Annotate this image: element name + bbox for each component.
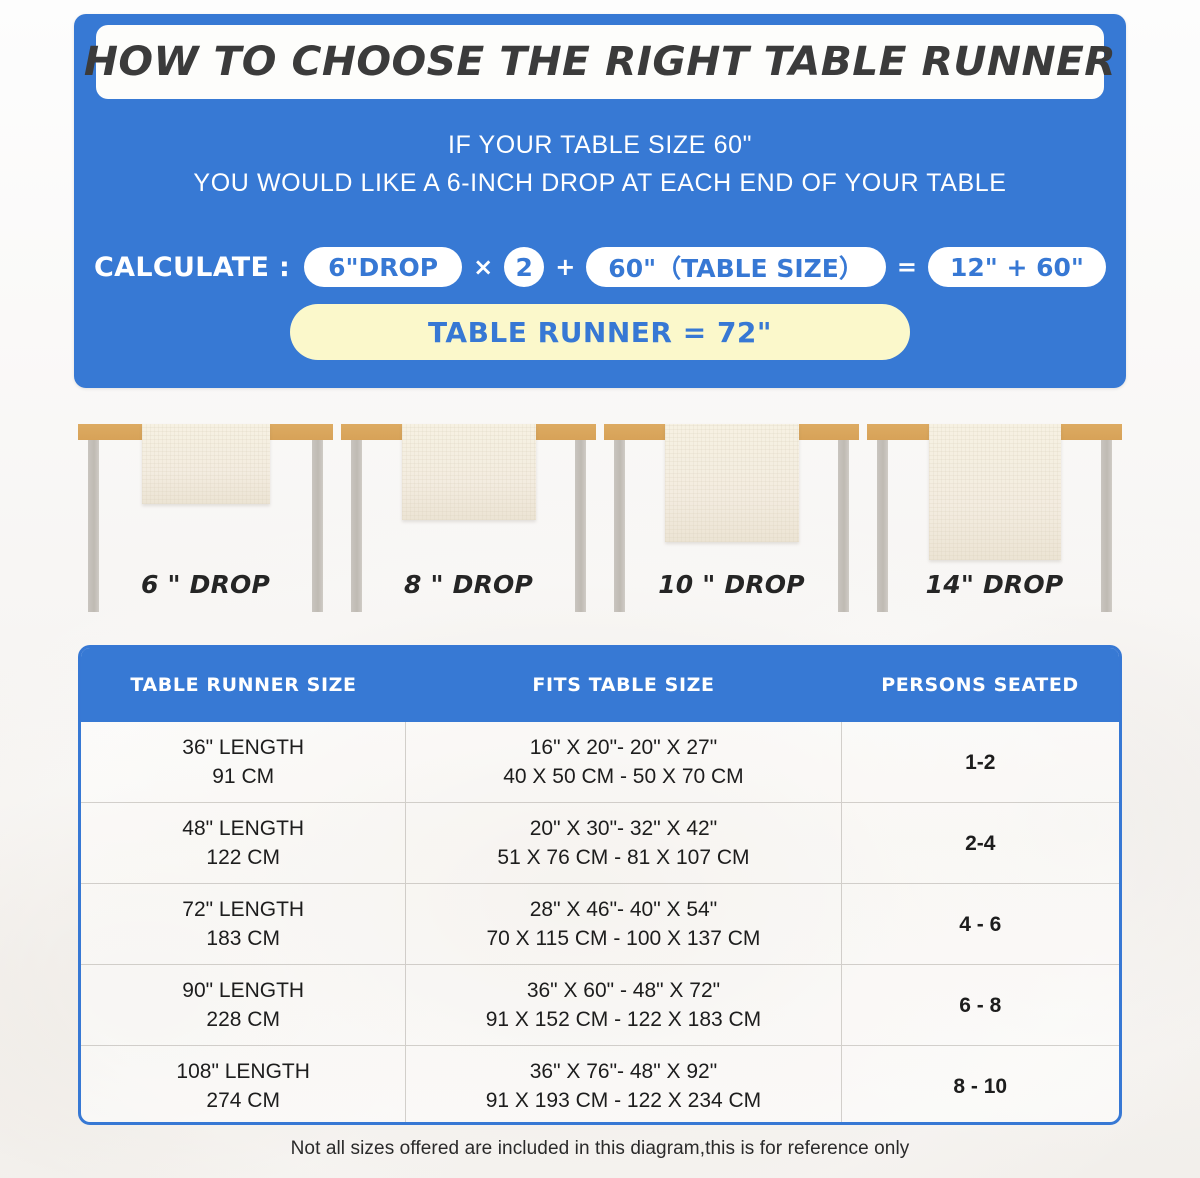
fits-size-cm: 51 X 76 CM - 81 X 107 CM <box>497 846 750 869</box>
drop-illustration-6: 6 " DROP <box>74 424 337 624</box>
fits-size-inches: 36" X 76"- 48" X 92" <box>529 1060 718 1083</box>
drop-illustration-10: 10 " DROP <box>600 424 863 624</box>
hero-subtitle: IF YOUR TABLE SIZE 60" YOU WOULD LIKE A … <box>74 126 1126 202</box>
cell-runner-size: 90" LENGTH 228 CM <box>81 965 407 1045</box>
fits-size-inches: 20" X 30"- 32" X 42" <box>529 817 718 840</box>
table-row: 90" LENGTH 228 CM 36" X 60" - 48" X 72" … <box>81 965 1119 1046</box>
hero-panel: HOW TO CHOOSE THE RIGHT TABLE RUNNER IF … <box>74 14 1126 388</box>
fits-size-inches: 16" X 20"- 20" X 27" <box>529 736 718 759</box>
fits-size-cm: 70 X 115 CM - 100 X 137 CM <box>486 927 761 950</box>
result-text: TABLE RUNNER = 72" <box>427 315 772 349</box>
runner-size-cm: 122 CM <box>206 846 280 869</box>
table-runner-cloth-icon <box>141 424 270 504</box>
hero-subtitle-line2: YOU WOULD LIKE A 6-INCH DROP AT EACH END… <box>193 169 1007 197</box>
fits-size-cm: 91 X 152 CM - 122 X 183 CM <box>485 1008 762 1031</box>
table-leg-left-icon <box>614 440 625 612</box>
table-leg-right-icon <box>312 440 323 612</box>
drop-label: 6 " DROP <box>140 570 270 599</box>
calculate-label: CALCULATE : <box>94 251 291 283</box>
calc-term-sum: 12" + 60" <box>927 247 1106 287</box>
table-leg-left-icon <box>877 440 888 612</box>
cell-runner-size: 48" LENGTH 122 CM <box>81 803 407 883</box>
cell-fits-table-size: 16" X 20"- 20" X 27" 40 X 50 CM - 50 X 7… <box>406 722 842 802</box>
cell-persons-seated: 6 - 8 <box>959 993 1002 1017</box>
plus-operator: + <box>555 253 576 281</box>
table-leg-left-icon <box>351 440 362 612</box>
runner-size-cm: 228 CM <box>206 1008 280 1031</box>
cell-persons-seated: 4 - 6 <box>959 912 1002 936</box>
result-pill: TABLE RUNNER = 72" <box>290 304 910 360</box>
calc-term-drop: 6"DROP <box>304 247 463 287</box>
table-header-row: TABLE RUNNER SIZE FITS TABLE SIZE PERSON… <box>81 648 1119 722</box>
runner-size-cm: 274 CM <box>206 1089 280 1112</box>
fits-size-inches: 36" X 60" - 48" X 72" <box>526 979 721 1002</box>
table-leg-right-icon <box>838 440 849 612</box>
hero-subtitle-line1: IF YOUR TABLE SIZE 60" <box>447 131 753 159</box>
drop-label: 10 " DROP <box>658 570 805 599</box>
cell-fits-table-size: 36" X 60" - 48" X 72" 91 X 152 CM - 122 … <box>406 965 842 1045</box>
runner-size-inches: 72" LENGTH <box>182 898 305 921</box>
table-runner-cloth-icon <box>928 424 1061 560</box>
drop-illustration-14: 14" DROP <box>863 424 1126 624</box>
fits-size-inches: 28" X 46"- 40" X 54" <box>529 898 718 921</box>
calc-term-table-size: 60"（TABLE SIZE） <box>586 247 886 287</box>
table-runner-cloth-icon <box>664 424 799 542</box>
drop-label: 8 " DROP <box>403 570 533 599</box>
cell-persons-seated: 8 - 10 <box>953 1074 1008 1098</box>
cell-persons-seated: 1-2 <box>965 750 996 774</box>
table-row: 36" LENGTH 91 CM 16" X 20"- 20" X 27" 40… <box>81 722 1119 803</box>
column-header-fits-table-size: FITS TABLE SIZE <box>532 674 715 696</box>
footnote-text: Not all sizes offered are included in th… <box>290 1138 910 1159</box>
table-leg-right-icon <box>575 440 586 612</box>
table-row: 72" LENGTH 183 CM 28" X 46"- 40" X 54" 7… <box>81 884 1119 965</box>
runner-size-inches: 108" LENGTH <box>176 1060 310 1083</box>
runner-size-inches: 36" LENGTH <box>182 736 305 759</box>
multiply-operator: × <box>473 253 494 281</box>
cell-persons-seated: 2-4 <box>965 831 996 855</box>
cell-runner-size: 108" LENGTH 274 CM <box>81 1046 407 1122</box>
table-row: 108" LENGTH 274 CM 36" X 76"- 48" X 92" … <box>81 1046 1119 1122</box>
table-leg-left-icon <box>88 440 99 612</box>
calculation-row: CALCULATE : 6"DROP × 2 + 60"（TABLE SIZE）… <box>74 247 1126 287</box>
cell-runner-size: 72" LENGTH 183 CM <box>81 884 407 964</box>
fits-size-cm: 40 X 50 CM - 50 X 70 CM <box>503 765 744 788</box>
cell-fits-table-size: 20" X 30"- 32" X 42" 51 X 76 CM - 81 X 1… <box>406 803 842 883</box>
size-chart-table: TABLE RUNNER SIZE FITS TABLE SIZE PERSON… <box>78 645 1122 1125</box>
runner-size-cm: 91 CM <box>212 765 275 788</box>
runner-size-cm: 183 CM <box>206 927 280 950</box>
cell-fits-table-size: 36" X 76"- 48" X 92" 91 X 193 CM - 122 X… <box>406 1046 842 1122</box>
cell-runner-size: 36" LENGTH 91 CM <box>81 722 407 802</box>
equals-operator: = <box>896 253 917 281</box>
drop-label: 14" DROP <box>925 570 1064 599</box>
column-header-persons-seated: PERSONS SEATED <box>881 674 1079 696</box>
table-leg-right-icon <box>1101 440 1112 612</box>
page-title: HOW TO CHOOSE THE RIGHT TABLE RUNNER <box>83 39 1117 85</box>
table-row: 48" LENGTH 122 CM 20" X 30"- 32" X 42" 5… <box>81 803 1119 884</box>
runner-size-inches: 90" LENGTH <box>182 979 305 1002</box>
drop-illustrations: 6 " DROP 8 " DROP 10 " DROP 14" DROP <box>74 424 1126 624</box>
runner-size-inches: 48" LENGTH <box>182 817 305 840</box>
column-header-runner-size: TABLE RUNNER SIZE <box>130 674 357 696</box>
fits-size-cm: 91 X 193 CM - 122 X 234 CM <box>485 1089 762 1112</box>
table-runner-cloth-icon <box>401 424 536 520</box>
drop-illustration-8: 8 " DROP <box>337 424 600 624</box>
title-pill: HOW TO CHOOSE THE RIGHT TABLE RUNNER <box>84 25 1116 99</box>
cell-fits-table-size: 28" X 46"- 40" X 54" 70 X 115 CM - 100 X… <box>406 884 842 964</box>
calc-term-multiplier: 2 <box>504 247 545 287</box>
